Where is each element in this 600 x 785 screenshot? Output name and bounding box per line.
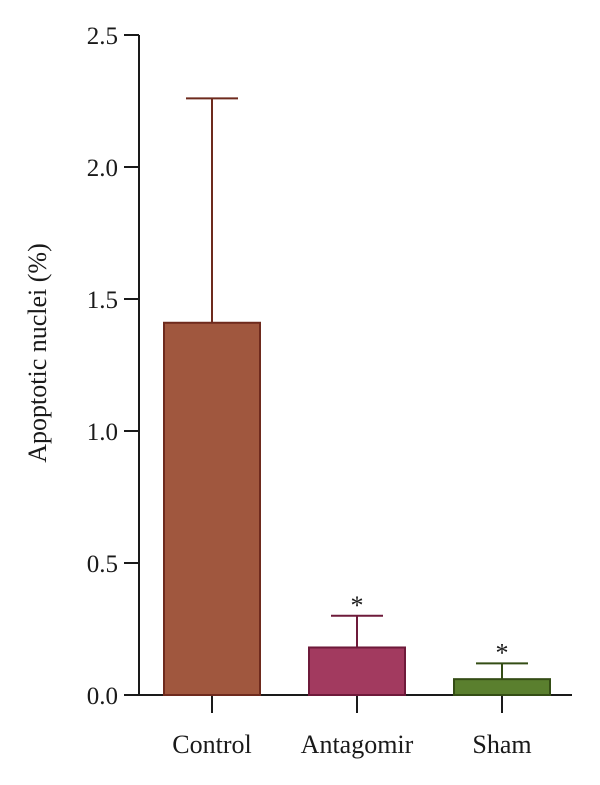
y-tick-label: 1.5 bbox=[87, 287, 118, 314]
labels: 0.0 0.5 1.0 1.5 2.0 2.5 Control * Antagomir * Sham bbox=[87, 23, 532, 759]
bar-control bbox=[163, 321, 261, 696]
y-tick-label: 2.0 bbox=[87, 155, 118, 182]
significance-marker: * bbox=[496, 638, 509, 667]
y-tick-label: 1.0 bbox=[87, 419, 118, 446]
y-tick-label: 2.5 bbox=[87, 23, 118, 50]
y-tick-label: 0.0 bbox=[87, 683, 118, 710]
y-tick-label: 0.5 bbox=[87, 551, 118, 578]
y-axis-label: Apoptotic nuclei (%) bbox=[23, 243, 52, 463]
x-category-label: Antagomir bbox=[301, 730, 414, 759]
x-category-label: Sham bbox=[472, 730, 531, 759]
bar-antagomir bbox=[308, 646, 406, 696]
bars bbox=[163, 97, 551, 696]
significance-marker: * bbox=[351, 591, 364, 620]
bar-sham bbox=[453, 678, 551, 696]
x-category-label: Control bbox=[172, 730, 251, 759]
